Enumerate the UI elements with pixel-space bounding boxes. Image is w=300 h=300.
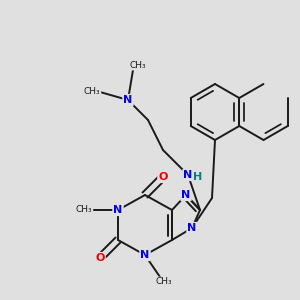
Text: N: N xyxy=(113,205,123,215)
Text: CH₃: CH₃ xyxy=(130,61,146,70)
Text: N: N xyxy=(183,170,193,180)
Text: CH₃: CH₃ xyxy=(156,278,172,286)
Text: N: N xyxy=(140,250,150,260)
Text: N: N xyxy=(123,95,133,105)
Text: N: N xyxy=(182,190,190,200)
Text: O: O xyxy=(95,253,105,263)
Text: N: N xyxy=(188,223,196,233)
Text: CH₃: CH₃ xyxy=(84,88,100,97)
Text: H: H xyxy=(194,172,202,182)
Text: O: O xyxy=(158,172,168,182)
Text: CH₃: CH₃ xyxy=(76,206,92,214)
